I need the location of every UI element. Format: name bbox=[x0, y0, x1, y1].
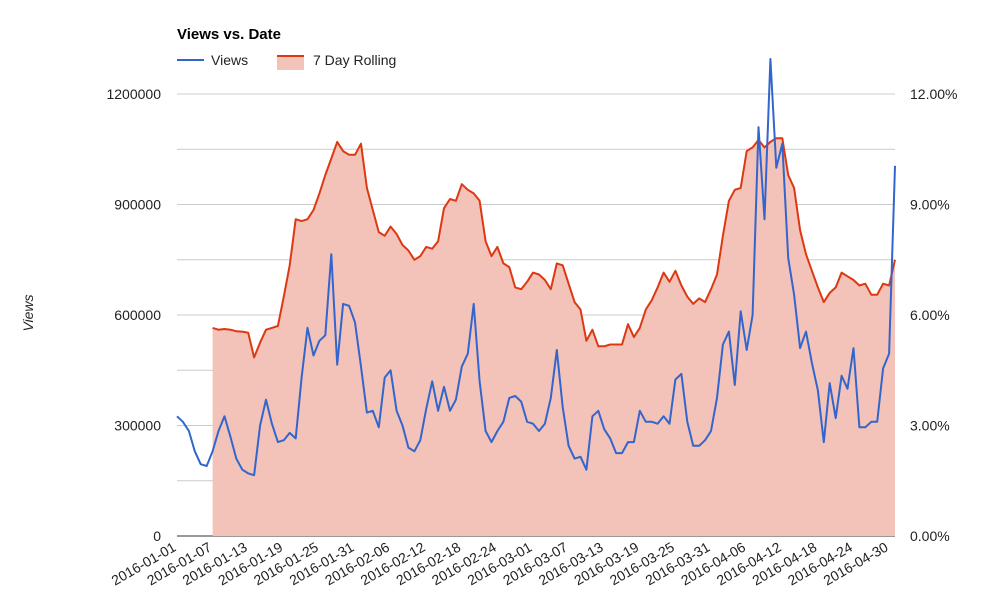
y-axis-label: Views bbox=[20, 294, 36, 331]
rolling-area-group bbox=[212, 138, 896, 536]
y-right-tick-label: 0.00% bbox=[910, 528, 950, 544]
y-left-tick-label: 900000 bbox=[114, 197, 161, 213]
y-left-tick-label: 300000 bbox=[114, 418, 161, 434]
y-right-tick-label: 12.00% bbox=[910, 86, 957, 102]
rolling-area bbox=[212, 138, 896, 536]
y-right-tick-label: 9.00% bbox=[910, 197, 950, 213]
lines-group bbox=[176, 58, 896, 477]
y-left-ticks: 0 300000 600000 900000 1200000 bbox=[106, 86, 161, 544]
legend-rolling-swatch-fill bbox=[277, 56, 304, 70]
views-line bbox=[176, 58, 896, 477]
y-right-tick-label: 6.00% bbox=[910, 307, 950, 323]
legend-rolling-label: 7 Day Rolling bbox=[313, 52, 396, 68]
chart-title: Views vs. Date bbox=[177, 26, 281, 43]
y-left-tick-label: 0 bbox=[153, 528, 161, 544]
x-ticks: 2016-01-012016-01-072016-01-132016-01-19… bbox=[108, 539, 890, 589]
y-right-tick-label: 3.00% bbox=[910, 418, 950, 434]
rolling-line bbox=[212, 137, 896, 359]
legend-views-label: Views bbox=[211, 52, 248, 68]
y-left-tick-label: 1200000 bbox=[106, 86, 161, 102]
y-right-ticks: 0.00% 3.00% 6.00% 9.00% 12.00% bbox=[910, 86, 957, 544]
y-left-tick-label: 600000 bbox=[114, 307, 161, 323]
